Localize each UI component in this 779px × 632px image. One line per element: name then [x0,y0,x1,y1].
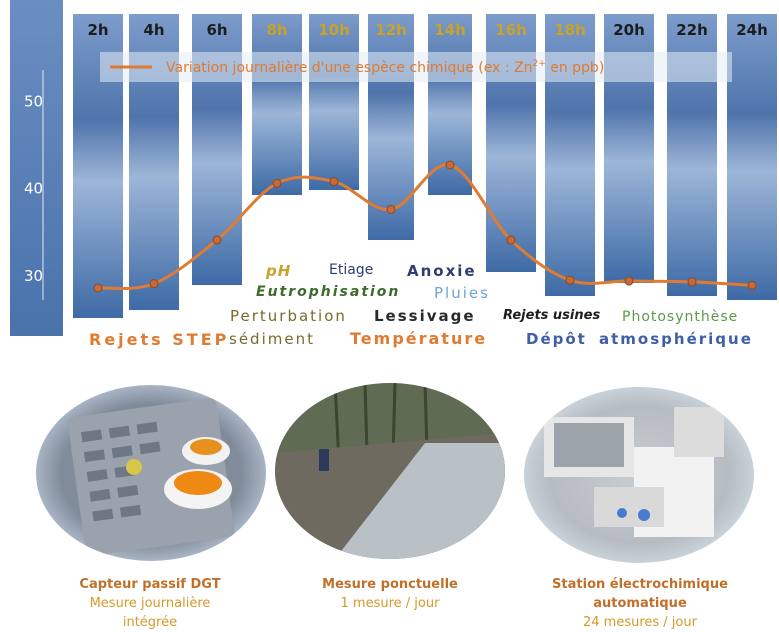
data-point-14h [445,160,455,170]
y-tick-label: 40 [24,180,43,198]
caption-station: Station électrochimique automatique 24 m… [520,575,760,632]
driver-atmospherique: atmosphérique [599,330,753,348]
driver-photosynthese: Photosynthèse [622,309,739,325]
caption-ponctuelle-sub1: 1 mesure / jour [340,596,440,611]
driver-ph: pH [266,262,292,280]
data-point-2h [93,283,103,293]
y-axis-panel [10,0,63,336]
data-point-12h [386,204,396,214]
hour-label-8h: 8h [266,21,287,39]
driver-temperature: Température [350,329,488,348]
data-point-10h [329,177,339,187]
caption-station-title: Station électrochimique [552,577,728,592]
hour-label-4h: 4h [143,21,164,39]
caption-dgt-sub2: intégrée [122,615,178,630]
caption-dgt-title: Capteur passif DGT [79,577,221,592]
hour-label-6h: 6h [206,21,227,39]
caption-station-title2: automatique [593,596,687,611]
data-point-20h [624,276,634,286]
caption-dgt: Capteur passif DGT Mesure journalière in… [40,575,260,632]
electrochemical-station-photo [524,387,754,563]
hour-panel-10h [309,14,359,190]
daily-variation-chart: 30 40 50 Variation journalière d'une espèc… [10,0,777,336]
hour-label-10h: 10h [318,21,350,39]
hour-label-14h: 14h [434,21,466,39]
grab-sampling-photo [275,383,505,559]
driver-rejets-step: Rejets STEP [89,330,230,349]
hour-label-20h: 20h [613,21,645,39]
hour-panel-24h [727,14,777,300]
caption-station-sub1: 24 mesures / jour [583,615,697,630]
data-point-8h [272,178,282,188]
hour-panel-12h [368,14,414,240]
caption-ponctuelle: Mesure ponctuelle 1 mesure / jour [280,575,500,613]
caption-ponctuelle-title: Mesure ponctuelle [322,577,458,592]
driver-depot: Dépôt [526,330,587,348]
driver-etiage: Etiage [329,262,374,278]
hour-label-18h: 18h [554,21,586,39]
data-point-16h [506,235,516,245]
data-point-4h [149,279,159,289]
hour-label-12h: 12h [375,21,407,39]
data-point-6h [212,235,222,245]
legend-label: Variation journalière d'une espèce chimi… [166,59,604,76]
driver-lessivage: Lessivage [374,307,476,325]
driver-rejets-usines: Rejets usines [503,308,601,323]
dgt-sampler-photo [36,385,266,561]
hour-panel-8h [252,14,302,195]
y-tick-label: 50 [24,92,43,110]
data-point-22h [687,277,697,287]
legend-box [100,52,732,82]
data-point-18h [565,275,575,285]
driver-eutrophisation: Eutrophisation [256,284,401,300]
caption-dgt-sub1: Mesure journalière [89,596,211,611]
data-point-24h [747,280,757,290]
hour-label-2h: 2h [87,21,108,39]
hour-label-24h: 24h [736,21,768,39]
driver-perturbation: Perturbation [230,307,347,325]
driver-sediment: sédiment [229,330,315,348]
driver-pluies: Pluies [434,284,490,302]
driver-anoxie: Anoxie [407,262,477,280]
hour-label-22h: 22h [676,21,708,39]
hour-label-16h: 16h [495,21,527,39]
y-tick-label: 30 [24,267,43,285]
